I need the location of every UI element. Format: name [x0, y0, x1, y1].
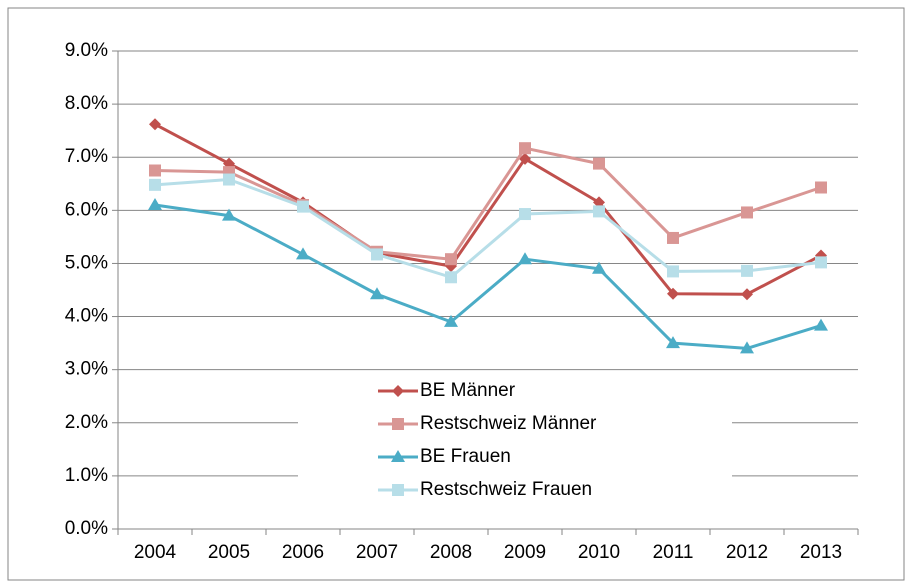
point [149, 178, 161, 191]
x-tick-label: 2007 [356, 542, 398, 563]
point [445, 271, 457, 284]
point [740, 341, 754, 354]
line [154, 122, 822, 296]
point [741, 264, 753, 277]
point [371, 248, 383, 261]
point [815, 256, 827, 269]
point [148, 198, 162, 211]
point [593, 196, 605, 209]
point [667, 231, 679, 244]
point [814, 318, 828, 331]
point [149, 164, 161, 177]
legend-box [298, 375, 732, 507]
x-tick-label: 2005 [208, 542, 250, 563]
point [296, 247, 310, 260]
x-tick-label: 2006 [282, 542, 324, 563]
point [391, 450, 405, 462]
point [741, 288, 753, 301]
point [444, 314, 458, 327]
y-tick-label: 3.0% [65, 359, 108, 380]
point [223, 173, 235, 186]
x-tick-label: 2009 [504, 542, 546, 563]
point [593, 157, 605, 170]
y-tick-label: 6.0% [65, 199, 108, 220]
x-tick-label: 2011 [653, 542, 694, 563]
point [519, 142, 531, 155]
point [592, 261, 606, 274]
point [519, 152, 531, 165]
point [222, 208, 236, 221]
y-tick-label: 7.0% [65, 146, 108, 167]
point [518, 252, 532, 265]
legend-label: BE Männer [420, 380, 516, 401]
point [667, 265, 679, 278]
series [148, 198, 828, 354]
point [392, 385, 404, 397]
point [445, 253, 457, 266]
legend-label: Restschweiz Frauen [420, 479, 592, 500]
point [370, 287, 384, 300]
x-tick-label: 2013 [800, 542, 842, 563]
y-tick-label: 8.0% [65, 93, 108, 114]
point [667, 287, 679, 300]
point [666, 336, 680, 349]
line [154, 146, 822, 261]
x-tick-label: 2004 [134, 542, 177, 563]
point [815, 181, 827, 194]
series [149, 173, 827, 284]
line [154, 178, 822, 279]
y-tick-label: 2.0% [65, 412, 108, 433]
line [154, 203, 822, 350]
point [392, 484, 404, 496]
x-tick-label: 2012 [726, 542, 768, 563]
point [149, 118, 161, 131]
point [741, 206, 753, 219]
legend-label: Restschweiz Männer [420, 413, 597, 434]
y-tick-label: 1.0% [65, 465, 108, 486]
legend-label: BE Frauen [420, 446, 511, 467]
y-tick-label: 9.0% [65, 40, 108, 61]
y-tick-label: 5.0% [65, 252, 108, 273]
x-tick-label: 2010 [578, 542, 620, 563]
point [593, 205, 605, 218]
x-tick-label: 2008 [430, 542, 472, 563]
y-tick-label: 4.0% [65, 306, 108, 327]
point [519, 208, 531, 221]
point [392, 418, 404, 430]
y-tick-label: 0.0% [65, 518, 108, 539]
point [297, 200, 309, 213]
